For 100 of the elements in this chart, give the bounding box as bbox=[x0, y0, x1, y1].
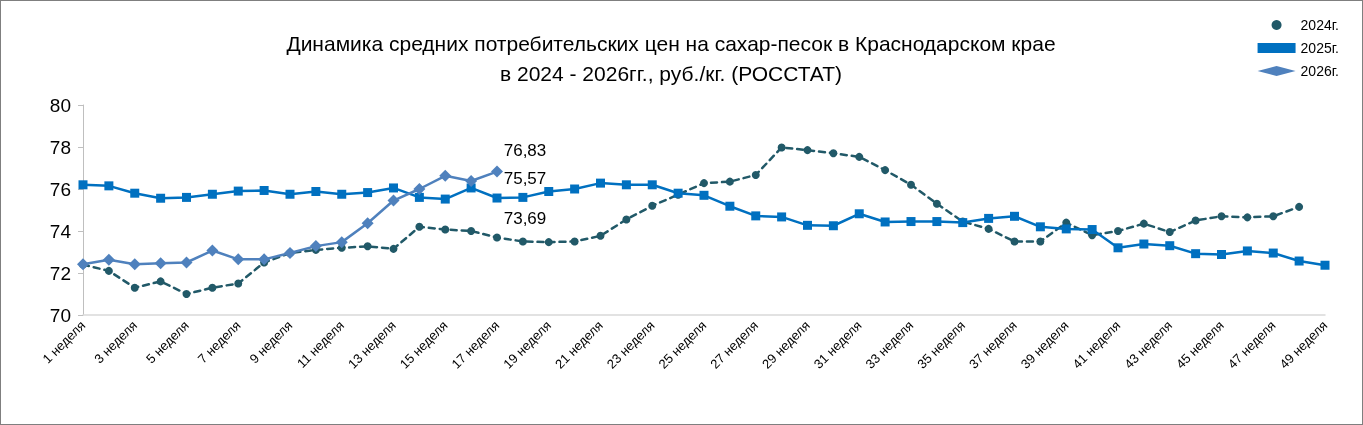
point bbox=[570, 184, 580, 194]
point bbox=[207, 189, 217, 199]
point bbox=[1114, 227, 1122, 235]
point bbox=[182, 290, 191, 298]
point bbox=[1217, 250, 1226, 260]
point bbox=[1295, 202, 1304, 211]
legend-label: 2025г. bbox=[1300, 40, 1340, 56]
point bbox=[725, 201, 735, 211]
point bbox=[130, 283, 139, 292]
point bbox=[492, 193, 502, 203]
y-tick-label: 76 bbox=[49, 178, 71, 200]
point bbox=[829, 149, 838, 158]
y-tick-label: 78 bbox=[49, 136, 71, 158]
legend-label: 2024г. bbox=[1300, 17, 1340, 33]
point bbox=[518, 192, 528, 202]
point bbox=[232, 253, 245, 266]
point bbox=[1217, 212, 1226, 221]
data-label: 73,69 bbox=[503, 208, 547, 228]
point bbox=[1139, 219, 1148, 228]
y-tick-label: 80 bbox=[49, 94, 71, 116]
point bbox=[984, 213, 994, 223]
point bbox=[544, 238, 553, 247]
point bbox=[154, 257, 167, 270]
point bbox=[104, 266, 113, 275]
point bbox=[907, 180, 915, 189]
point bbox=[854, 209, 864, 219]
point bbox=[621, 180, 631, 190]
point bbox=[1191, 216, 1200, 225]
point bbox=[1061, 224, 1071, 234]
point bbox=[596, 231, 605, 240]
point bbox=[777, 212, 787, 222]
point bbox=[803, 146, 812, 155]
point bbox=[1165, 241, 1175, 251]
point bbox=[1139, 239, 1149, 249]
point bbox=[206, 244, 219, 257]
point bbox=[518, 237, 527, 246]
point bbox=[1035, 222, 1045, 232]
point bbox=[233, 186, 243, 196]
point bbox=[156, 193, 166, 203]
point bbox=[441, 225, 450, 234]
point bbox=[1165, 228, 1174, 237]
point bbox=[1010, 237, 1019, 246]
point bbox=[414, 192, 424, 202]
point bbox=[208, 283, 217, 292]
point bbox=[491, 165, 503, 178]
chart-title: Динамика средних потребительских цен на сахар-песок в Краснодарском крае в 2024 - 2026гг., руб./кг. (РОССТАТ) bbox=[286, 31, 1056, 85]
point bbox=[389, 244, 398, 253]
point bbox=[751, 170, 760, 179]
y-tick-label: 72 bbox=[49, 262, 71, 284]
point bbox=[493, 233, 501, 242]
point bbox=[1113, 243, 1123, 253]
point bbox=[596, 178, 605, 188]
point bbox=[1010, 211, 1019, 221]
point bbox=[309, 240, 322, 253]
point bbox=[363, 242, 372, 251]
point bbox=[102, 253, 115, 266]
point bbox=[1036, 237, 1045, 246]
point bbox=[700, 179, 708, 188]
point bbox=[285, 189, 295, 199]
point bbox=[570, 237, 579, 246]
point bbox=[415, 222, 424, 231]
point bbox=[387, 194, 400, 207]
point bbox=[777, 143, 786, 152]
point bbox=[544, 187, 554, 197]
point bbox=[828, 221, 838, 231]
point bbox=[104, 181, 114, 191]
legend-label: 2026г. bbox=[1300, 63, 1340, 79]
point bbox=[363, 188, 373, 198]
point bbox=[880, 217, 890, 227]
point bbox=[751, 211, 761, 221]
point bbox=[1320, 260, 1330, 270]
point bbox=[1294, 256, 1304, 266]
point bbox=[984, 224, 993, 233]
point bbox=[1191, 249, 1201, 259]
point bbox=[855, 152, 864, 161]
point bbox=[234, 279, 243, 288]
point bbox=[1242, 246, 1252, 256]
point bbox=[389, 183, 398, 193]
point bbox=[413, 183, 426, 195]
point bbox=[465, 175, 478, 188]
point bbox=[1243, 213, 1252, 222]
point bbox=[130, 188, 140, 198]
data-label: 76,83 bbox=[503, 140, 547, 160]
point bbox=[932, 199, 941, 208]
point bbox=[699, 190, 709, 200]
point bbox=[440, 194, 450, 204]
point bbox=[648, 201, 657, 210]
point bbox=[335, 236, 348, 249]
point bbox=[467, 227, 476, 235]
point bbox=[258, 253, 271, 266]
point bbox=[78, 180, 88, 190]
point bbox=[1268, 248, 1278, 258]
point bbox=[1269, 212, 1278, 221]
point bbox=[337, 189, 347, 199]
point bbox=[128, 258, 141, 271]
point bbox=[311, 187, 321, 197]
point bbox=[803, 220, 812, 230]
point bbox=[725, 177, 734, 186]
point bbox=[1087, 225, 1097, 235]
point bbox=[647, 180, 657, 190]
